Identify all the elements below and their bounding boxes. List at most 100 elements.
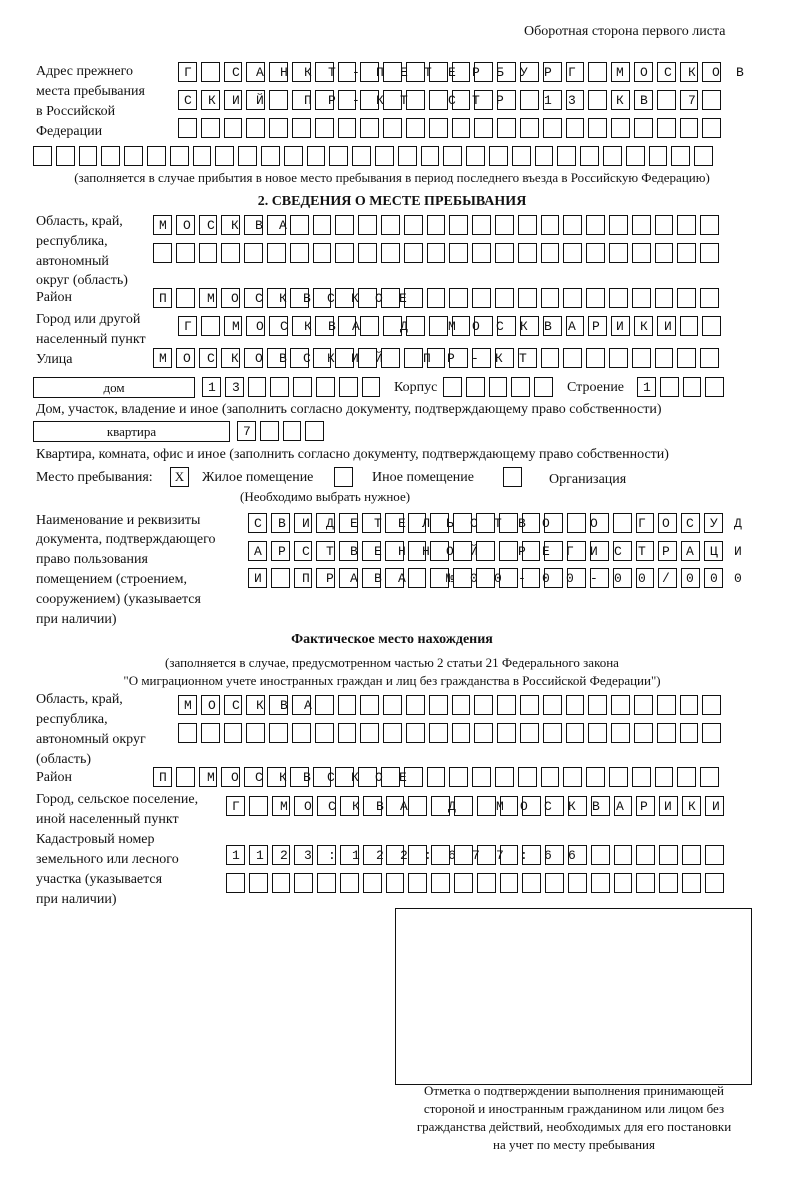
char-cell[interactable] <box>383 90 402 110</box>
char-cell[interactable] <box>271 873 291 893</box>
char-cell[interactable] <box>312 243 332 263</box>
char-cell[interactable] <box>563 288 583 308</box>
char-cell[interactable] <box>430 568 450 588</box>
char-cell[interactable] <box>654 215 674 235</box>
char-cell[interactable] <box>269 316 288 336</box>
char-cell[interactable] <box>565 723 585 743</box>
char-cell[interactable] <box>361 513 381 533</box>
char-cell[interactable] <box>221 215 241 235</box>
char-cell[interactable] <box>175 348 195 368</box>
char-cell[interactable] <box>677 215 697 235</box>
char-cell[interactable] <box>247 377 267 397</box>
char-cell[interactable] <box>223 62 243 82</box>
char-cell[interactable] <box>475 513 495 533</box>
char-cell[interactable] <box>383 723 402 743</box>
char-cell[interactable] <box>200 695 220 715</box>
char-cell[interactable] <box>633 695 653 715</box>
char-cell[interactable] <box>519 90 539 110</box>
char-cell[interactable] <box>407 513 427 533</box>
char-cell[interactable] <box>567 845 587 865</box>
char-cell[interactable] <box>494 243 514 263</box>
char-cell[interactable] <box>474 62 494 82</box>
char-cell[interactable] <box>146 146 166 166</box>
char-cell[interactable] <box>498 513 518 533</box>
char-cell[interactable] <box>498 541 518 561</box>
char-cell[interactable] <box>153 767 172 787</box>
char-cell[interactable] <box>542 62 562 82</box>
char-cell[interactable] <box>269 90 288 110</box>
char-cell[interactable] <box>567 568 586 588</box>
char-cell[interactable] <box>586 243 605 263</box>
char-cell[interactable] <box>453 796 473 816</box>
char-cell[interactable] <box>588 316 608 336</box>
char-cell[interactable] <box>700 243 719 263</box>
char-cell[interactable] <box>407 568 427 588</box>
char-cell[interactable] <box>590 873 610 893</box>
char-cell[interactable] <box>426 348 446 368</box>
char-cell[interactable] <box>498 568 518 588</box>
char-cell[interactable] <box>246 90 266 110</box>
char-cell[interactable] <box>360 316 380 336</box>
char-cell[interactable] <box>631 348 651 368</box>
char-cell[interactable] <box>588 723 608 743</box>
char-cell[interactable] <box>358 243 377 263</box>
char-cell[interactable] <box>443 377 462 397</box>
char-cell[interactable] <box>431 796 450 816</box>
char-cell[interactable] <box>223 723 243 743</box>
char-cell[interactable] <box>335 767 355 787</box>
char-cell[interactable] <box>244 767 263 787</box>
char-cell[interactable] <box>521 513 541 533</box>
char-cell[interactable] <box>565 316 585 336</box>
char-cell[interactable] <box>405 118 425 138</box>
char-cell[interactable] <box>517 767 537 787</box>
char-cell[interactable] <box>153 243 172 263</box>
char-cell[interactable] <box>244 215 263 235</box>
char-cell[interactable] <box>403 767 423 787</box>
char-cell[interactable] <box>466 146 485 166</box>
char-cell[interactable] <box>476 873 496 893</box>
char-cell[interactable] <box>659 873 678 893</box>
char-cell[interactable] <box>565 118 585 138</box>
char-cell[interactable] <box>314 316 334 336</box>
char-cell[interactable] <box>385 796 405 816</box>
char-cell[interactable] <box>289 348 309 368</box>
char-cell[interactable] <box>702 62 722 82</box>
char-cell[interactable] <box>431 873 450 893</box>
stay-checkbox-other[interactable] <box>334 467 353 487</box>
house-type-field[interactable]: дом <box>33 377 195 398</box>
char-cell[interactable] <box>380 348 400 368</box>
char-cell[interactable] <box>681 845 701 865</box>
stay-checkbox-residential[interactable]: Х <box>170 467 189 487</box>
char-cell[interactable] <box>198 767 218 787</box>
char-cell[interactable] <box>702 695 722 715</box>
char-cell[interactable] <box>472 767 491 787</box>
char-cell[interactable] <box>589 568 609 588</box>
char-cell[interactable] <box>658 568 678 588</box>
char-cell[interactable] <box>198 243 218 263</box>
char-cell[interactable] <box>339 513 358 533</box>
char-cell[interactable] <box>703 568 723 588</box>
char-cell[interactable] <box>613 873 633 893</box>
char-cell[interactable] <box>636 796 656 816</box>
char-cell[interactable] <box>293 513 313 533</box>
char-cell[interactable] <box>408 796 428 816</box>
char-cell[interactable] <box>260 146 280 166</box>
char-cell[interactable] <box>654 767 674 787</box>
char-cell[interactable] <box>656 695 676 715</box>
char-cell[interactable] <box>361 541 381 561</box>
char-cell[interactable] <box>499 845 519 865</box>
char-cell[interactable] <box>613 845 633 865</box>
char-cell[interactable] <box>635 541 655 561</box>
char-cell[interactable] <box>226 845 245 865</box>
char-cell[interactable] <box>283 146 303 166</box>
char-cell[interactable] <box>248 845 268 865</box>
char-cell[interactable] <box>317 796 336 816</box>
char-cell[interactable] <box>565 695 585 715</box>
char-cell[interactable] <box>428 118 448 138</box>
char-cell[interactable] <box>563 767 583 787</box>
char-cell[interactable] <box>271 796 291 816</box>
char-cell[interactable] <box>586 288 605 308</box>
char-cell[interactable] <box>451 723 471 743</box>
char-cell[interactable] <box>497 118 516 138</box>
char-cell[interactable] <box>426 767 446 787</box>
